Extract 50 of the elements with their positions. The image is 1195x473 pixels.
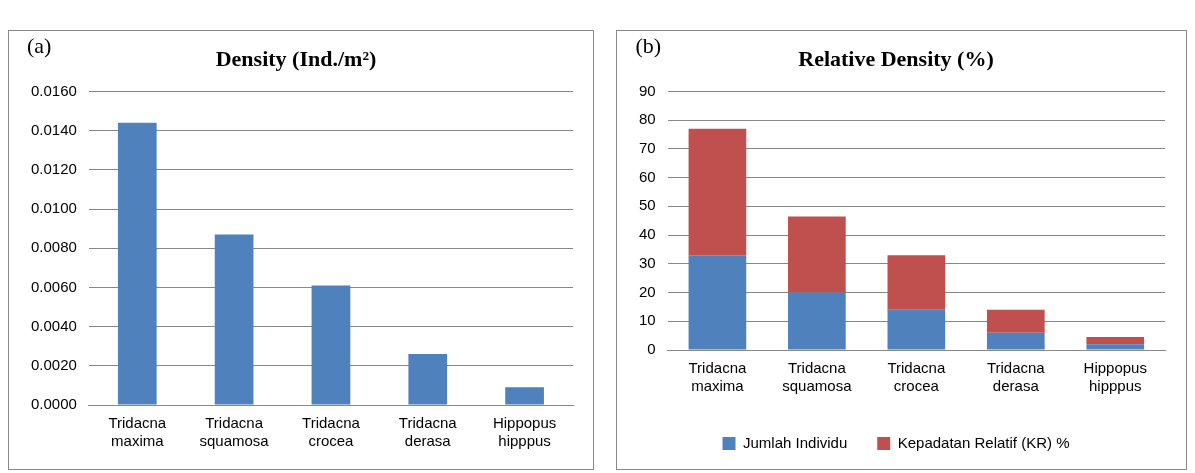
x-tick-label: Tridacna squamosa <box>782 359 853 395</box>
y-tick-label: 0.0020 <box>30 355 77 373</box>
chart-title: Density (Ind./m²) <box>215 45 377 71</box>
bar <box>311 285 351 405</box>
legend-label: Kepadatan Relatif (KR) % <box>898 433 1070 451</box>
y-tick-label: 30 <box>639 253 657 271</box>
y-tick-label: 90 <box>639 81 657 99</box>
bar <box>117 122 157 405</box>
x-tick-label: Tridacna maxima <box>688 359 748 395</box>
bar <box>788 216 847 293</box>
y-tick-label: 0.0060 <box>30 277 77 295</box>
bar <box>987 309 1046 333</box>
y-tick-label: 80 <box>639 110 657 128</box>
bar <box>408 354 448 405</box>
y-tick-label: 60 <box>639 167 657 185</box>
bar <box>689 255 747 350</box>
y-tick-label: 40 <box>639 225 657 243</box>
x-tick-label: Hippopus hipppus <box>492 414 557 450</box>
y-tick-label: 50 <box>639 196 657 214</box>
y-tick-label: 70 <box>639 139 657 157</box>
x-tick-label: Tridacna crocea <box>302 414 361 450</box>
y-tick-label: 0.0080 <box>30 238 77 256</box>
bar <box>214 234 254 405</box>
x-tick-label: Tridacna derasa <box>987 359 1046 395</box>
x-tick-label: Tridacna crocea <box>887 359 947 395</box>
text: (b) <box>635 33 662 59</box>
bar <box>788 292 847 350</box>
chart-title: Relative Density (%) <box>798 45 995 71</box>
bar <box>987 332 1046 350</box>
x-tick-label: Tridacna derasa <box>398 414 458 450</box>
y-tick-label: 20 <box>639 282 657 300</box>
x-tick-label: Tridacna maxima <box>108 414 167 450</box>
y-tick-label: 0.0160 <box>30 81 77 99</box>
y-tick-label: 0.0140 <box>30 120 77 138</box>
y-tick-label: 0 <box>647 340 657 358</box>
x-tick-label: Tridacna squamosa <box>199 414 270 450</box>
y-tick-label: 0.0000 <box>30 395 77 413</box>
bar <box>1086 344 1145 350</box>
bar <box>505 387 544 405</box>
y-tick-label: 0.0100 <box>30 199 77 217</box>
legend-label: Jumlah Individu <box>743 433 848 451</box>
text: (a) <box>27 33 52 59</box>
bar <box>887 255 946 310</box>
bar <box>887 309 946 350</box>
bar <box>689 128 747 256</box>
y-tick-label: 10 <box>639 311 657 329</box>
y-tick-label: 0.0120 <box>30 159 77 177</box>
bar <box>1086 337 1145 345</box>
y-tick-label: 0.0040 <box>30 316 77 334</box>
x-tick-label: Hippopus hipppus <box>1084 359 1148 395</box>
